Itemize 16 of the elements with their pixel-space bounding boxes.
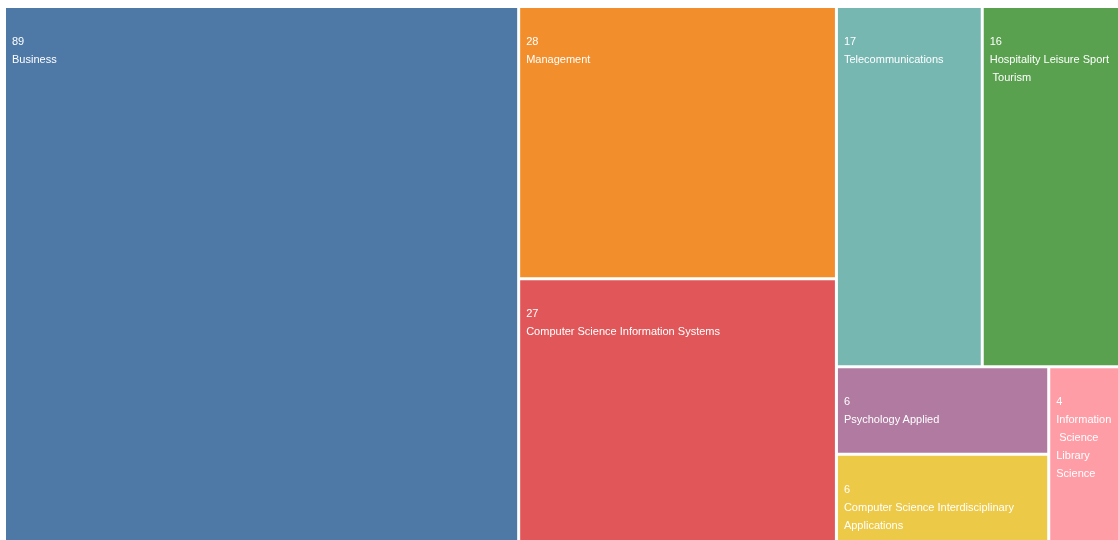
data-label: 27	[526, 307, 539, 320]
category-label: Information Science Library Science	[1056, 413, 1112, 480]
category-label: Computer Science Interdisciplinary Applications	[843, 500, 1017, 531]
data-label: 17	[843, 35, 857, 47]
data-label: 89	[12, 35, 25, 47]
data-label: 28	[526, 35, 539, 47]
category-label: Psychology Applied	[843, 413, 940, 426]
category-label: Computer Science Information Systems	[526, 325, 721, 338]
data-label: 16	[989, 35, 1002, 47]
data-label: 6	[843, 482, 851, 495]
data-label: 6	[843, 395, 851, 408]
category-label: Hospitality Leisure Sport Tourism	[989, 53, 1109, 83]
category-label: Business	[12, 53, 58, 65]
data-label: 4	[1056, 395, 1063, 408]
category-label: Management	[526, 53, 591, 65]
category-label: Telecommunications	[843, 53, 945, 65]
